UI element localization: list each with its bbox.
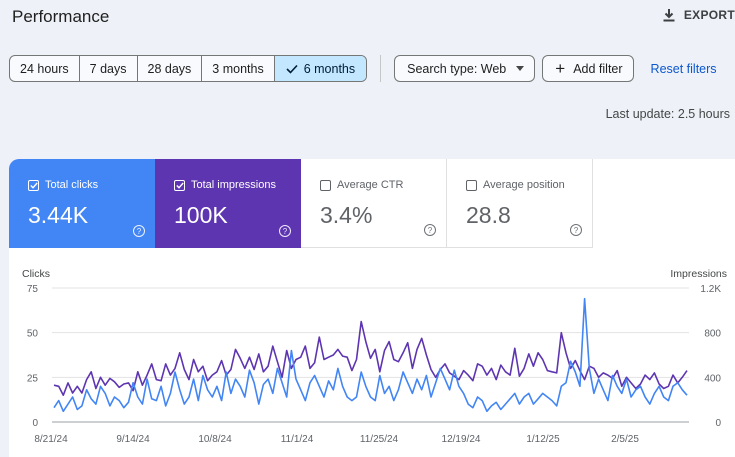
export-label: EXPORT xyxy=(683,8,735,22)
date-range-6m[interactable]: 6 months xyxy=(274,56,367,81)
metric-header: Total impressions xyxy=(174,179,276,191)
right-tick-label: 800 xyxy=(704,329,721,340)
search-type-dropdown[interactable]: Search type: Web xyxy=(394,55,536,82)
right-axis-label: Impressions xyxy=(670,268,727,280)
x-tick-label: 11/25/24 xyxy=(360,434,399,445)
x-tick-label: 2/5/25 xyxy=(611,434,639,445)
metric-value: 3.44K xyxy=(28,202,89,228)
plus-icon: + xyxy=(555,59,566,78)
metric-label: Average CTR xyxy=(337,179,404,191)
performance-chart[interactable]: Clicks Impressions 0 0 25 400 50 800 75 1.2K 8/2… xyxy=(9,259,735,457)
caret-down-icon xyxy=(516,66,525,71)
date-range-label: 28 days xyxy=(147,61,192,76)
help-icon[interactable]: ? xyxy=(424,224,436,236)
metric-value: 3.4% xyxy=(320,202,373,228)
metric-label: Total impressions xyxy=(191,179,276,191)
clicks-series-line xyxy=(53,297,688,413)
right-tick-label: 400 xyxy=(704,373,721,384)
check-icon xyxy=(286,64,298,74)
date-range-label: 7 days xyxy=(89,61,127,76)
metric-average-position[interactable]: Average position 28.8 ? xyxy=(447,159,593,248)
date-range-label: 6 months xyxy=(303,61,356,76)
date-range-24h[interactable]: 24 hours xyxy=(10,56,80,81)
help-icon[interactable]: ? xyxy=(279,225,291,237)
metric-total-impressions[interactable]: Total impressions 100K ? xyxy=(155,159,301,248)
metric-label: Total clicks xyxy=(45,179,99,191)
page-title: Performance xyxy=(12,7,110,26)
date-range-label: 24 hours xyxy=(20,61,69,76)
metric-label: Average position xyxy=(483,179,565,191)
reset-filters-link[interactable]: Reset filters xyxy=(650,61,717,76)
metric-value: 28.8 xyxy=(466,202,511,228)
right-tick-label: 1.2K xyxy=(700,284,721,295)
left-tick-label: 50 xyxy=(27,329,39,340)
checkbox-unchecked-icon[interactable] xyxy=(320,179,331,191)
metric-header: Average position xyxy=(466,179,565,191)
x-tick-label: 11/1/24 xyxy=(281,434,314,445)
page-header: Performance EXPORT xyxy=(0,0,735,38)
x-tick-label: 8/21/24 xyxy=(34,434,68,445)
left-tick-label: 0 xyxy=(32,418,38,429)
metric-average-ctr[interactable]: Average CTR 3.4% ? xyxy=(301,159,447,248)
x-tick-label: 1/12/25 xyxy=(526,434,560,445)
date-range-7d[interactable]: 7 days xyxy=(80,56,138,81)
date-range-3m[interactable]: 3 months xyxy=(202,56,275,81)
left-axis-label: Clicks xyxy=(22,268,50,280)
checkbox-checked-icon[interactable] xyxy=(28,179,39,191)
performance-card: Total clicks 3.44K ? Total impressions 1… xyxy=(9,159,735,457)
date-range-label: 3 months xyxy=(212,61,264,76)
x-tick-label: 9/14/24 xyxy=(116,434,150,445)
filter-divider xyxy=(380,55,382,82)
checkbox-checked-icon[interactable] xyxy=(174,179,185,191)
search-type-label: Search type: Web xyxy=(407,61,507,76)
metric-value: 100K xyxy=(174,202,228,228)
x-tick-label: 12/19/24 xyxy=(442,434,481,445)
help-icon[interactable]: ? xyxy=(570,224,582,236)
left-tick-label: 25 xyxy=(27,373,39,384)
date-range-selector: 24 hours 7 days 28 days 3 months 6 month… xyxy=(9,55,368,82)
left-tick-label: 75 xyxy=(27,284,39,295)
metric-header: Average CTR xyxy=(320,179,403,191)
export-button[interactable]: EXPORT xyxy=(662,8,735,22)
date-range-28d[interactable]: 28 days xyxy=(138,56,203,81)
download-icon xyxy=(663,9,675,22)
last-update-text: Last update: 2.5 hours xyxy=(605,107,730,121)
add-filter-button[interactable]: + Add filter xyxy=(542,55,634,82)
metric-total-clicks[interactable]: Total clicks 3.44K ? xyxy=(9,159,155,248)
filter-bar: 24 hours 7 days 28 days 3 months 6 month… xyxy=(9,55,717,82)
metric-header: Total clicks xyxy=(28,179,98,191)
x-tick-label: 10/8/24 xyxy=(198,434,232,445)
impressions-series-line xyxy=(53,320,688,396)
help-icon[interactable]: ? xyxy=(133,225,145,237)
add-filter-label: Add filter xyxy=(573,61,623,76)
checkbox-unchecked-icon[interactable] xyxy=(466,179,477,191)
right-tick-label: 0 xyxy=(715,418,721,429)
